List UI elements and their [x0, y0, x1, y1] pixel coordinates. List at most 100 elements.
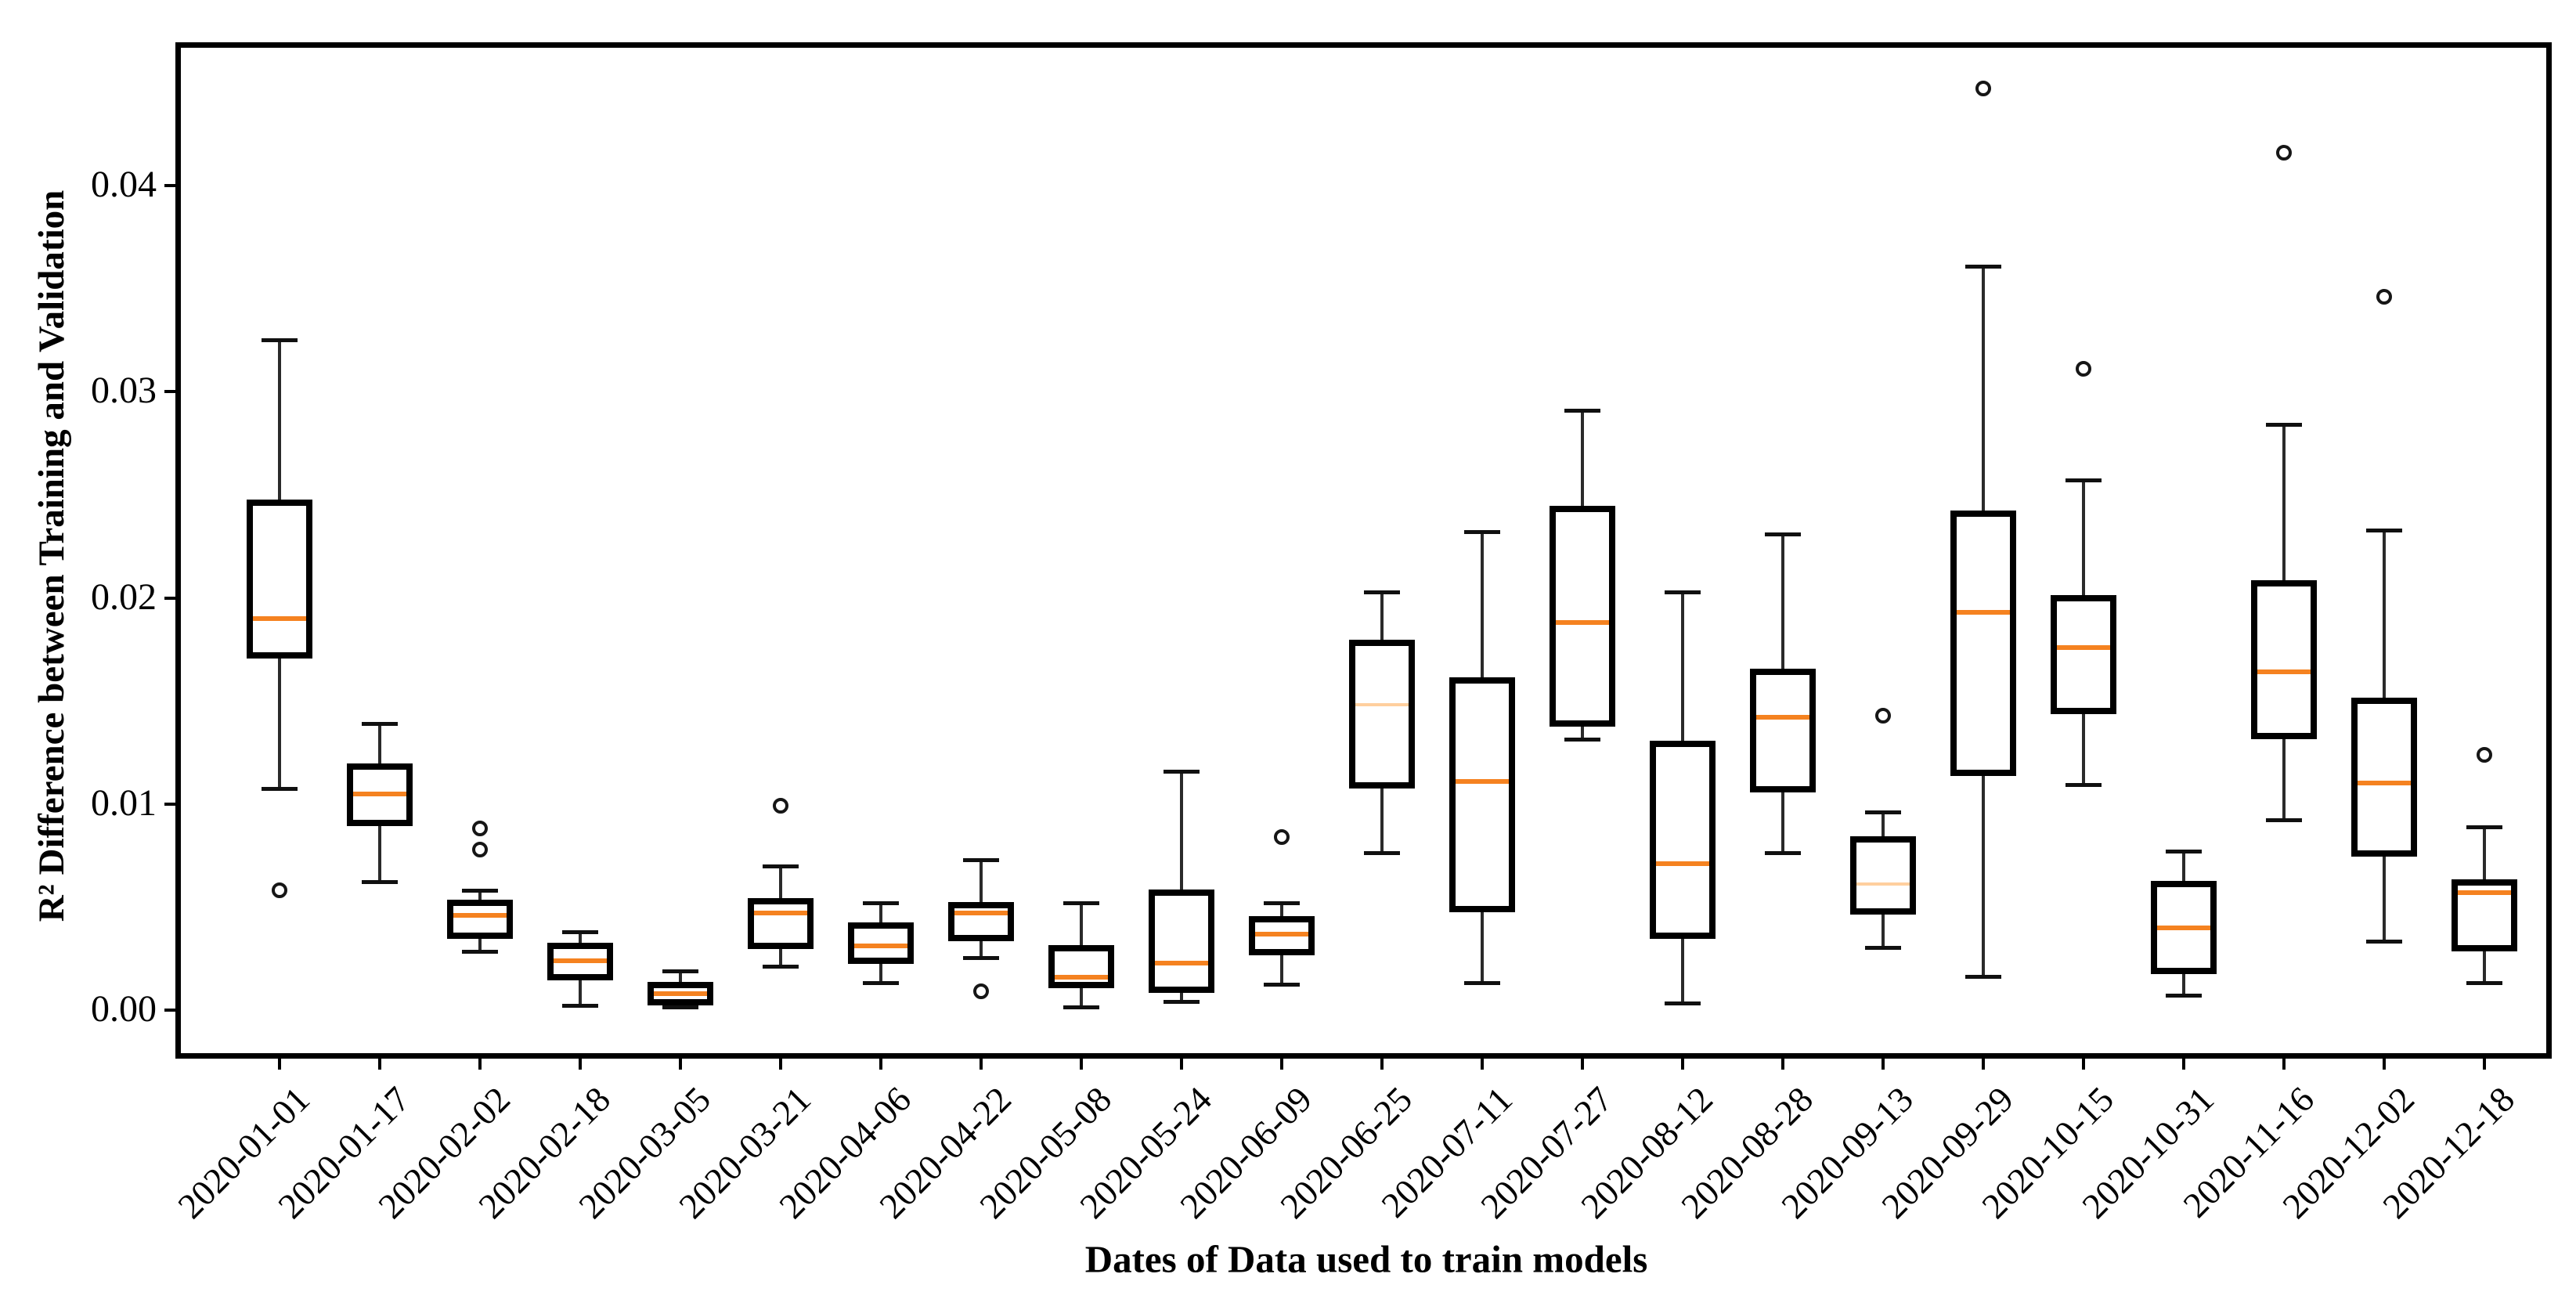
whisker-cap-bottom — [1564, 738, 1600, 742]
boxplot-box — [1850, 835, 1916, 915]
whisker-cap-top — [1665, 590, 1701, 594]
whisker-upper-line — [1982, 265, 1985, 511]
whisker-cap-bottom — [1164, 999, 1200, 1004]
boxplot-box — [1550, 506, 1615, 727]
boxplot-box — [2351, 698, 2417, 857]
outlier-point — [973, 983, 989, 1000]
whisker-cap-top — [562, 930, 598, 935]
x-axis-tick — [1881, 1059, 1885, 1070]
whisker-upper-line — [2182, 851, 2185, 882]
whisker-cap-top — [2266, 423, 2302, 428]
outlier-point — [1274, 828, 1290, 845]
whisker-upper-line — [2383, 529, 2386, 699]
whisker-cap-bottom — [562, 1003, 598, 1008]
y-axis-tick — [164, 390, 177, 394]
x-axis-tick — [478, 1059, 482, 1070]
whisker-lower-line — [2182, 973, 2185, 996]
boxplot-box — [2251, 580, 2317, 739]
median-line — [353, 791, 406, 796]
whisker-cap-top — [763, 864, 799, 868]
x-axis-tick — [1681, 1059, 1684, 1070]
whisker-cap-top — [262, 338, 298, 343]
whisker-upper-line — [679, 971, 682, 983]
x-axis-tick — [679, 1059, 682, 1070]
whisker-cap-top — [863, 901, 899, 906]
whisker-lower-line — [1380, 788, 1384, 853]
x-axis-tick — [1581, 1059, 1584, 1070]
median-line — [2358, 781, 2411, 786]
median-line — [1355, 703, 1409, 707]
whisker-upper-line — [2282, 424, 2286, 582]
whisker-cap-top — [963, 857, 999, 862]
whisker-lower-line — [1080, 987, 1083, 1009]
whisker-cap-top — [1264, 901, 1300, 906]
median-line — [1656, 861, 1709, 867]
outlier-point — [472, 841, 488, 857]
whisker-cap-top — [1965, 264, 2001, 269]
boxplot-box — [1149, 890, 1214, 993]
x-axis-label: Dates of Data used to train models — [1084, 1237, 1648, 1281]
x-axis-tick — [2483, 1059, 2486, 1070]
x-axis-tick — [779, 1059, 782, 1070]
x-axis-tick — [1481, 1059, 1484, 1070]
whisker-cap-bottom — [1063, 1005, 1099, 1010]
x-axis-tick — [1380, 1059, 1384, 1070]
x-axis-tick — [2282, 1059, 2286, 1070]
whisker-cap-bottom — [1264, 983, 1300, 987]
whisker-cap-top — [1063, 901, 1099, 906]
median-line — [1155, 960, 1208, 965]
median-line — [1456, 778, 1509, 784]
whisker-cap-bottom — [763, 964, 799, 969]
y-axis-tick — [164, 802, 177, 806]
median-line — [554, 958, 607, 963]
median-line — [1055, 974, 1108, 980]
whisker-cap-top — [662, 969, 698, 974]
whisker-upper-line — [1681, 591, 1684, 742]
whisker-cap-bottom — [1665, 1001, 1701, 1006]
whisker-cap-top — [1464, 530, 1500, 535]
y-tick-label: 0.01 — [91, 781, 157, 824]
median-line — [654, 991, 707, 997]
whisker-upper-line — [1481, 532, 1484, 678]
whisker-upper-line — [378, 724, 381, 765]
median-line — [2157, 925, 2210, 930]
x-axis-tick — [378, 1059, 381, 1070]
median-line — [854, 944, 907, 949]
outlier-point — [1875, 707, 1891, 724]
whisker-upper-line — [2082, 480, 2085, 596]
boxplot-box — [247, 500, 312, 659]
x-axis-tick — [1982, 1059, 1985, 1070]
whisker-cap-top — [462, 889, 498, 893]
x-axis-tick — [1080, 1059, 1083, 1070]
whisker-lower-line — [1982, 775, 1985, 977]
boxplot-box — [948, 901, 1014, 941]
boxplot-box — [1449, 677, 1515, 913]
boxplot-box — [2051, 594, 2116, 715]
median-line — [1957, 609, 2010, 615]
x-axis-tick — [879, 1059, 882, 1070]
boxplot-box — [748, 897, 814, 950]
whisker-lower-line — [278, 658, 281, 790]
boxplot-box — [1950, 510, 2016, 777]
whisker-cap-bottom — [2366, 940, 2402, 944]
whisker-lower-line — [1180, 991, 1183, 1002]
whisker-upper-line — [1380, 591, 1384, 641]
median-line — [2458, 890, 2511, 896]
boxplot-box — [848, 922, 914, 964]
whisker-cap-top — [362, 722, 398, 727]
median-line — [253, 615, 306, 621]
y-axis-tick — [164, 596, 177, 600]
whisker-cap-bottom — [2065, 783, 2102, 788]
whisker-lower-line — [378, 825, 381, 882]
whisker-lower-line — [1280, 955, 1283, 986]
y-tick-label: 0.00 — [91, 988, 157, 1030]
median-line — [2057, 644, 2110, 650]
whisker-upper-line — [1180, 770, 1183, 890]
whisker-lower-line — [1681, 938, 1684, 1005]
whisker-cap-bottom — [963, 956, 999, 961]
x-axis-tick — [2082, 1059, 2085, 1070]
whisker-cap-top — [2065, 478, 2102, 483]
whisker-cap-top — [2166, 850, 2202, 854]
whisker-lower-line — [2282, 738, 2286, 821]
